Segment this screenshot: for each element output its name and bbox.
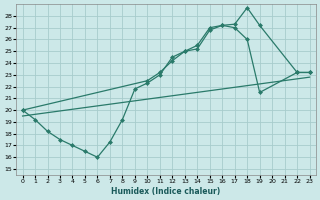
X-axis label: Humidex (Indice chaleur): Humidex (Indice chaleur) xyxy=(111,187,221,196)
